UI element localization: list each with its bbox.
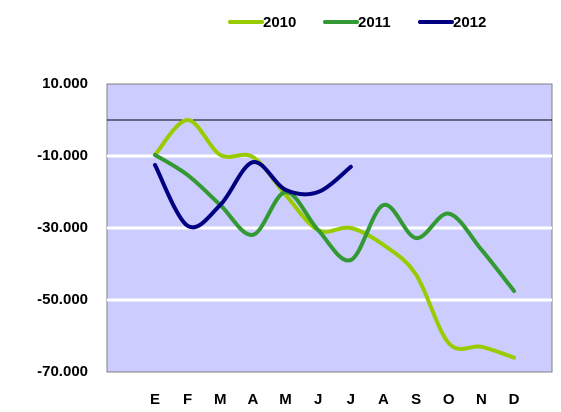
y-tick-label: -70.000	[37, 363, 88, 380]
x-tick-label: A	[378, 391, 389, 408]
x-tick-label: E	[150, 391, 160, 408]
x-tick-label: J	[347, 391, 355, 408]
y-tick-label: -10.000	[37, 147, 88, 164]
legend-label: 2011	[358, 14, 391, 31]
x-tick-label: F	[183, 391, 192, 408]
x-tick-label: N	[476, 391, 487, 408]
y-tick-label: 10.000	[42, 75, 88, 92]
x-tick-label: A	[247, 391, 258, 408]
x-tick-label: J	[314, 391, 322, 408]
x-tick-label: M	[214, 391, 227, 408]
legend-label: 2012	[453, 14, 486, 31]
series-line	[153, 152, 516, 293]
x-tick-label: D	[509, 391, 520, 408]
series-line	[153, 160, 353, 230]
y-tick-label: -30.000	[37, 219, 88, 236]
y-tick-label: -50.000	[37, 291, 88, 308]
x-tick-label: M	[279, 391, 292, 408]
series-line	[153, 117, 516, 360]
x-tick-label: S	[411, 391, 421, 408]
legend-label: 2010	[263, 14, 296, 31]
x-tick-label: O	[443, 391, 455, 408]
